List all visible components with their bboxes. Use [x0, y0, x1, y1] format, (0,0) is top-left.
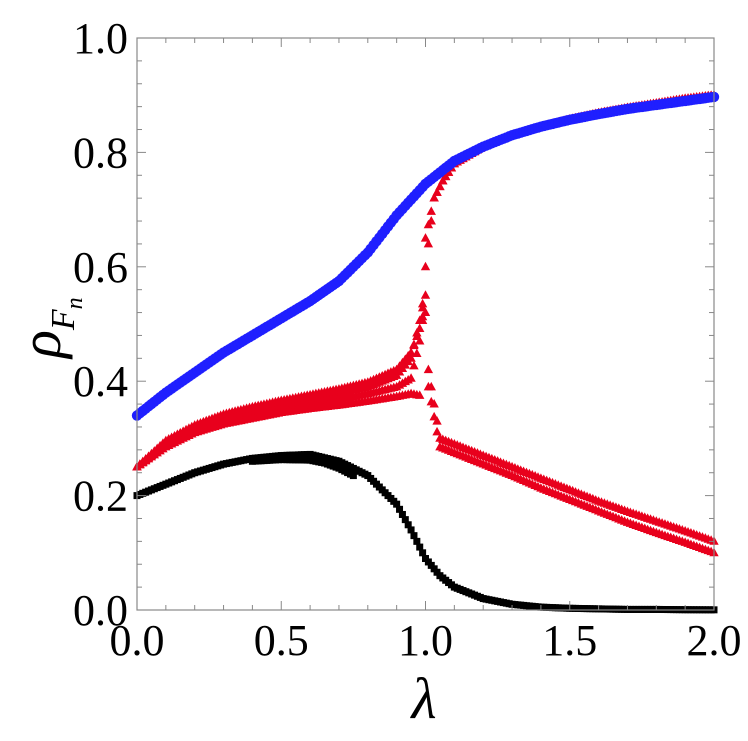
data-point	[398, 510, 406, 518]
x-tick-label: 2.0	[687, 616, 742, 665]
y-axis-label-subsub: n	[62, 297, 88, 309]
x-tick-label: 0.0	[110, 616, 165, 665]
y-tick-label: 0.6	[73, 243, 128, 292]
data-point	[429, 411, 439, 421]
data-point	[416, 543, 424, 551]
y-axis-label: ρFn	[8, 297, 88, 360]
series-square-1	[248, 456, 357, 480]
data-point	[415, 336, 425, 345]
data-point	[432, 416, 442, 425]
data-point	[404, 521, 412, 529]
data-point	[423, 364, 434, 374]
data-point	[429, 193, 439, 202]
data-point	[409, 339, 419, 348]
data-point	[410, 532, 418, 540]
y-tick-label: 0.8	[73, 128, 128, 177]
data-point	[401, 516, 409, 524]
x-tick-label: 1.5	[542, 616, 597, 665]
data-point	[396, 505, 404, 513]
data-point	[426, 396, 436, 406]
data-point	[407, 526, 415, 534]
data-point	[415, 323, 425, 332]
data-point	[415, 390, 425, 399]
data-point	[406, 347, 416, 356]
data-point	[409, 360, 419, 370]
data-point	[432, 426, 442, 436]
y-tick-labels: 0.0 0.2 0.4 0.6 0.8 1.0	[73, 14, 128, 635]
data-point	[413, 537, 421, 545]
svg-text:ρFn: ρFn	[8, 297, 88, 360]
data-point	[393, 500, 401, 508]
data-point	[420, 290, 431, 299]
data-point	[441, 171, 451, 181]
data-point	[412, 331, 422, 340]
y-tick-label: 0.2	[73, 472, 128, 521]
data-point	[438, 175, 448, 185]
y-tick-label: 0.0	[73, 586, 128, 635]
data-point	[349, 472, 357, 480]
x-tick-labels: 0.0 0.5 1.0 1.5 2.0	[110, 616, 742, 665]
data-point	[419, 549, 427, 557]
data-point	[426, 206, 436, 215]
data-point	[435, 181, 445, 191]
x-tick-label: 0.5	[254, 616, 309, 665]
x-axis-label: λ	[409, 666, 436, 731]
data-point	[417, 315, 428, 324]
data-point	[423, 381, 434, 391]
data-point	[423, 238, 434, 248]
data-point	[406, 373, 416, 382]
data-point	[426, 215, 436, 225]
x-tick-label: 1.0	[398, 616, 453, 665]
data-point	[420, 307, 431, 316]
y-tick-label: 0.4	[73, 357, 128, 406]
data-point	[432, 187, 442, 196]
y-axis-label-sub: F	[45, 308, 82, 331]
axis-ticks	[136, 37, 715, 611]
data-point	[420, 261, 431, 271]
data-point	[420, 233, 431, 242]
y-axis-label-main: ρ	[8, 330, 73, 360]
y-tick-label: 1.0	[73, 14, 128, 63]
